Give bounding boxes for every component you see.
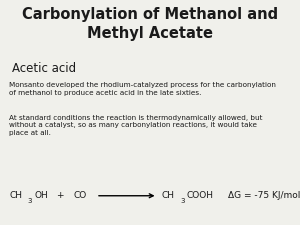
Text: 3: 3 xyxy=(28,198,32,204)
Text: CH: CH xyxy=(162,191,175,200)
Text: Monsanto developed the rhodium-catalyzed process for the carbonylation
of methan: Monsanto developed the rhodium-catalyzed… xyxy=(9,82,276,96)
Text: ΔG = -75 KJ/mol: ΔG = -75 KJ/mol xyxy=(228,191,300,200)
Text: Carbonylation of Methanol and
Methyl Acetate: Carbonylation of Methanol and Methyl Ace… xyxy=(22,7,278,41)
Text: COOH: COOH xyxy=(187,191,214,200)
Text: 3: 3 xyxy=(180,198,184,204)
Text: +: + xyxy=(56,191,64,200)
Text: CO: CO xyxy=(74,191,87,200)
Text: Acetic acid: Acetic acid xyxy=(12,62,76,75)
Text: CH: CH xyxy=(9,191,22,200)
Text: At standard conditions the reaction is thermodynamically allowed, but
without a : At standard conditions the reaction is t… xyxy=(9,115,262,136)
Text: OH: OH xyxy=(34,191,48,200)
